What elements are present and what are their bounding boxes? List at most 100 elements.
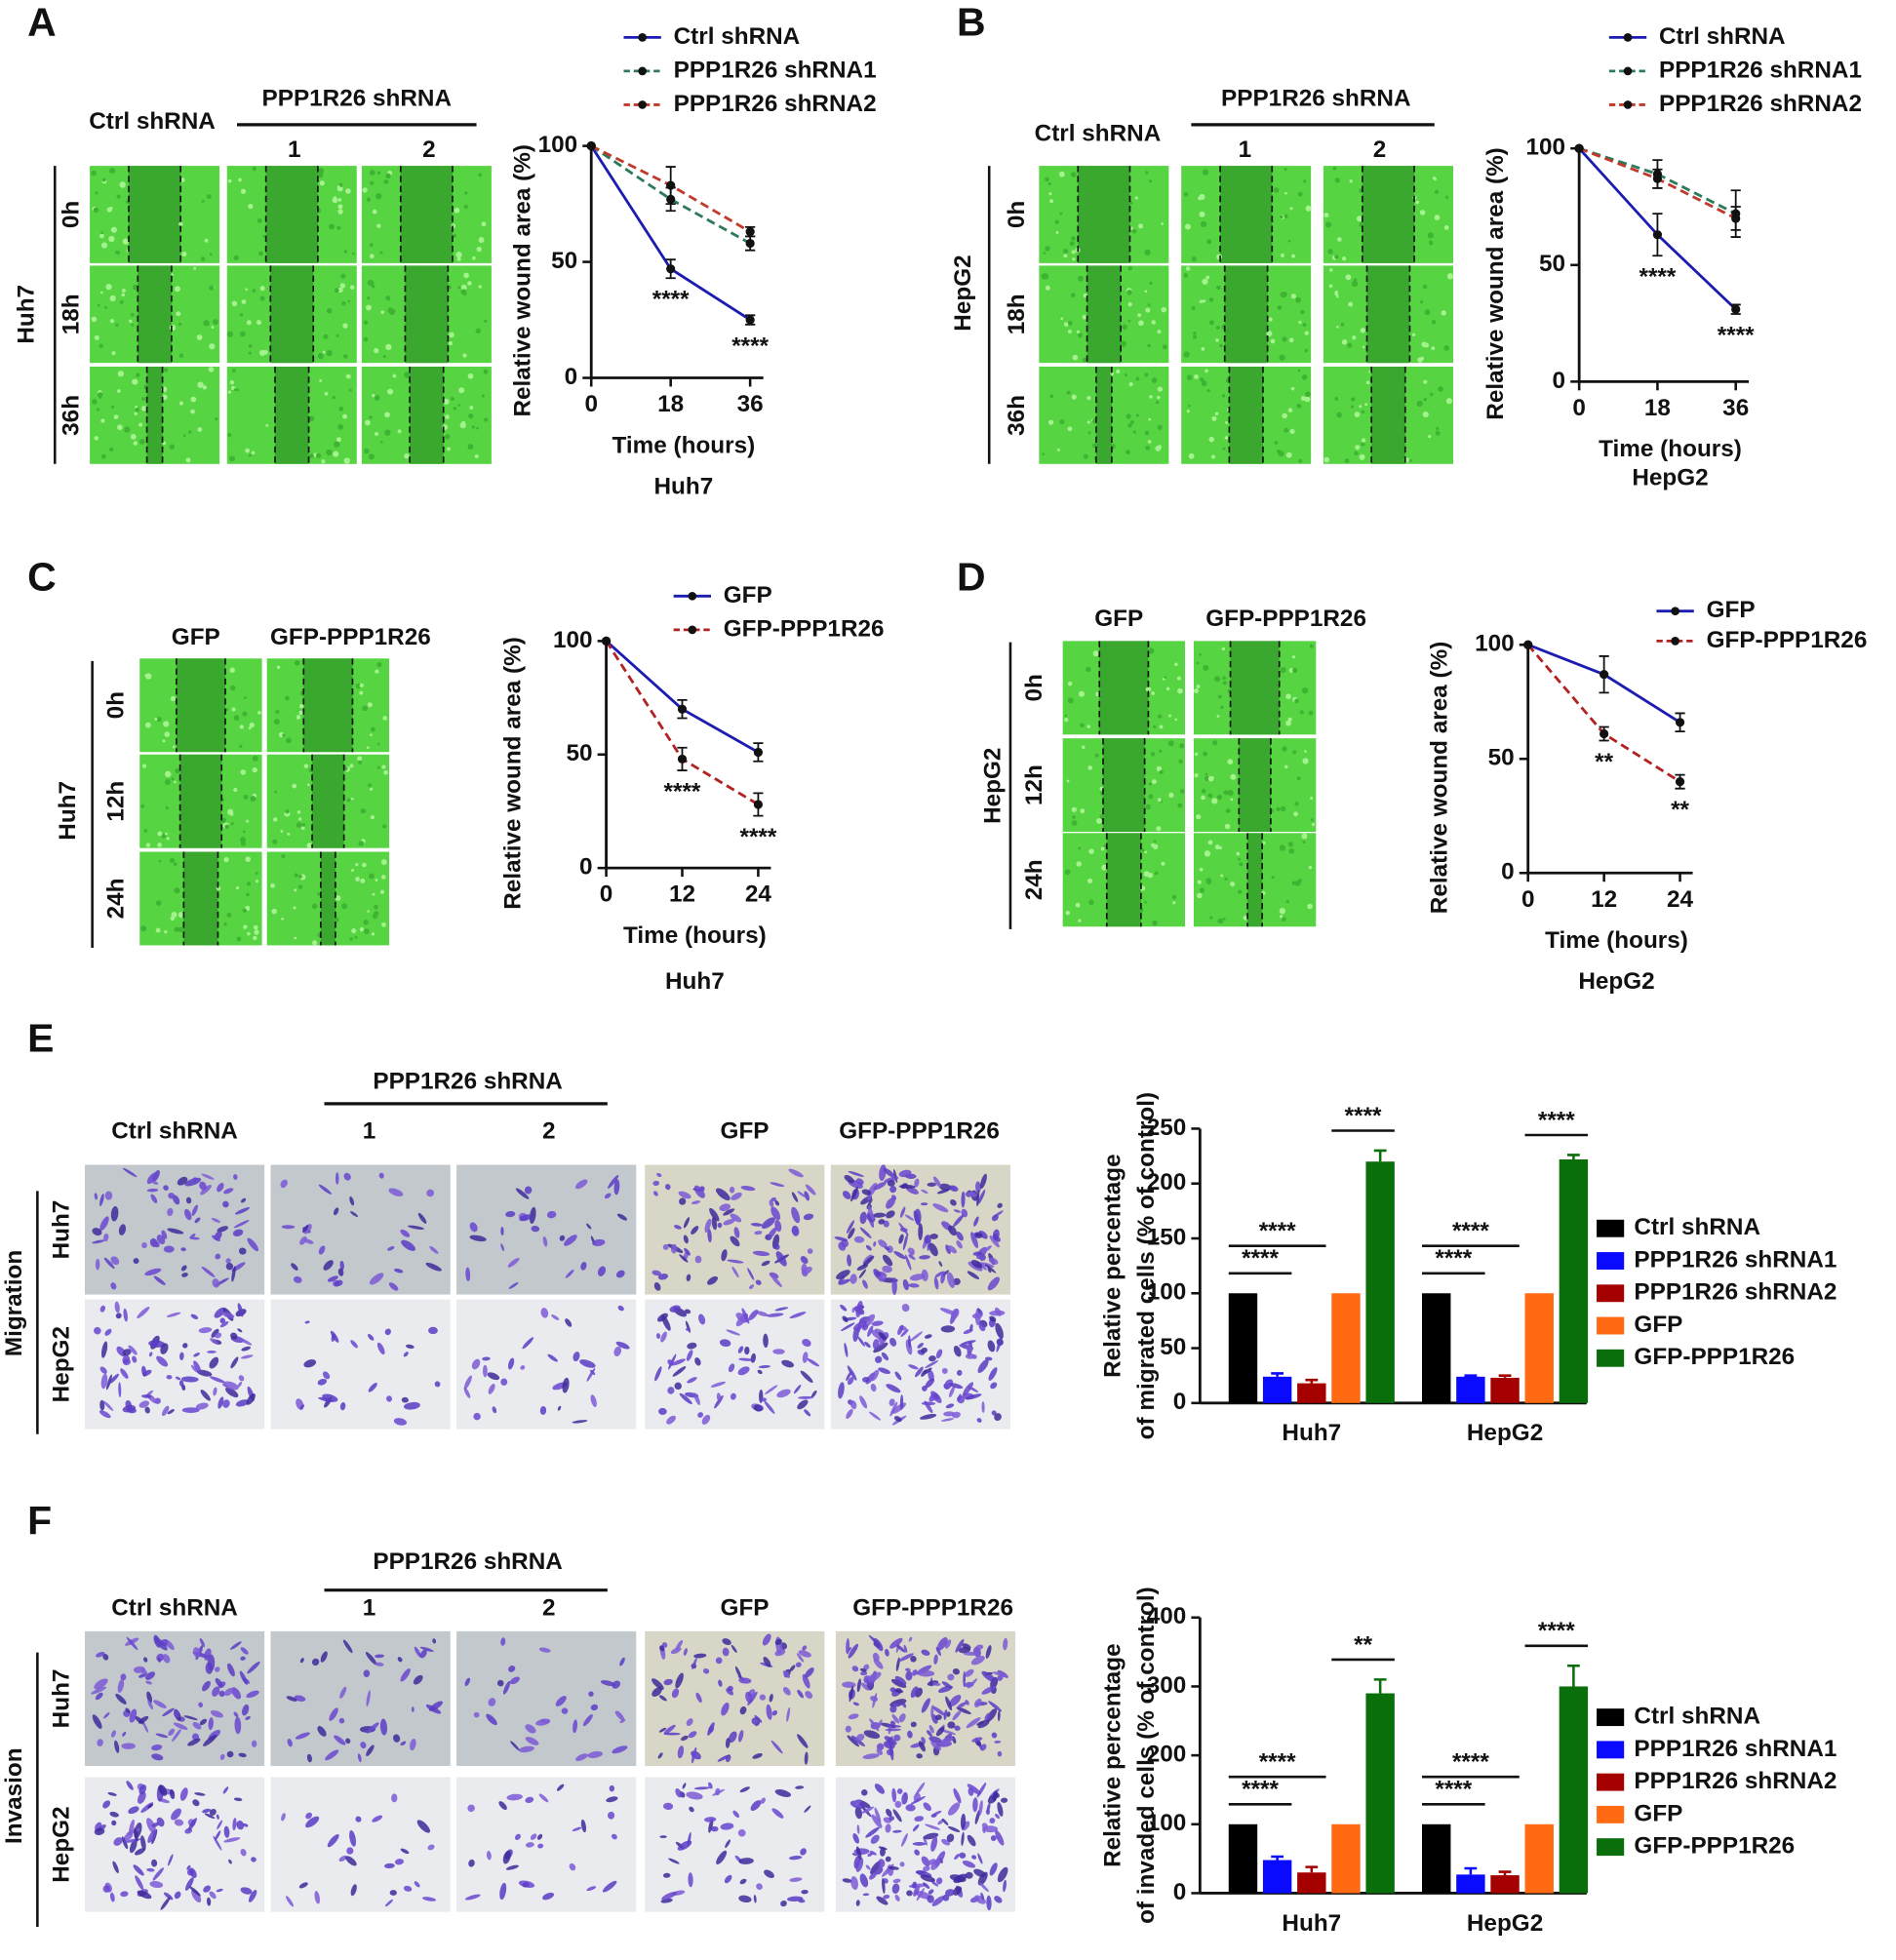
- cell: [889, 1816, 895, 1822]
- cell: [1359, 453, 1365, 460]
- cell: [678, 1191, 691, 1199]
- cell: [171, 777, 175, 781]
- cell: [971, 1855, 977, 1860]
- cell: [1324, 221, 1332, 228]
- cell: [189, 1886, 201, 1897]
- cell: [716, 1392, 722, 1401]
- cell: [471, 1358, 481, 1370]
- cell: [1217, 694, 1222, 699]
- cell: [285, 695, 290, 701]
- cell: [889, 1720, 896, 1726]
- cell: [1078, 690, 1086, 697]
- cell: [151, 1859, 158, 1867]
- cell: [907, 1730, 913, 1739]
- cell: [759, 1694, 767, 1701]
- cell: [311, 940, 318, 946]
- cell: [962, 1860, 976, 1868]
- cell: [140, 804, 145, 808]
- cell: [1282, 336, 1287, 342]
- side-label: Huh7: [14, 285, 40, 344]
- cell: [1145, 446, 1151, 451]
- cell: [1431, 346, 1436, 351]
- cell: [116, 424, 123, 431]
- cell: [231, 1687, 242, 1700]
- cell: [144, 722, 151, 728]
- cell: [178, 401, 183, 406]
- cell: [181, 251, 187, 257]
- wound-gap: [320, 851, 336, 946]
- cell: [317, 172, 324, 178]
- cell: [1199, 652, 1202, 656]
- cell: [769, 1199, 774, 1207]
- cell: [862, 1893, 870, 1897]
- cell: [708, 1782, 713, 1789]
- cell: [125, 1399, 133, 1410]
- cell: [248, 351, 252, 355]
- cell: [1359, 405, 1363, 409]
- cell: [384, 412, 390, 418]
- cell: [927, 1182, 936, 1187]
- cell: [156, 1235, 166, 1245]
- cell: [875, 1355, 883, 1363]
- x-tick-label: 0: [584, 391, 598, 417]
- cell: [597, 1266, 607, 1276]
- cell: [343, 250, 348, 254]
- x-tick-label: 12: [669, 882, 695, 908]
- cell: [859, 1395, 868, 1409]
- cell: [786, 1706, 791, 1722]
- column-header: GFP: [1094, 606, 1143, 632]
- cell: [1336, 294, 1339, 298]
- cell: [251, 1857, 257, 1862]
- cell: [425, 1262, 442, 1272]
- chart-subtitle: HepG2: [1632, 465, 1708, 491]
- cell: [1003, 1879, 1007, 1893]
- cell: [714, 1394, 724, 1409]
- cell: [1283, 667, 1286, 671]
- cell: [178, 912, 184, 919]
- panel-letter: A: [27, 0, 57, 44]
- cell: [671, 1688, 680, 1699]
- cell: [174, 1891, 181, 1900]
- cell: [209, 1891, 217, 1900]
- cell: [99, 291, 103, 294]
- cell: [901, 1702, 907, 1708]
- cell: [694, 1357, 701, 1366]
- cell: [912, 1842, 927, 1846]
- cell: [108, 235, 115, 243]
- cell: [1202, 299, 1205, 303]
- wound-gap: [1220, 166, 1273, 263]
- cell: [551, 1314, 560, 1320]
- cell: [1145, 686, 1152, 692]
- cell: [992, 1229, 1000, 1240]
- cell: [1409, 458, 1412, 462]
- legend-label: GFP: [724, 582, 772, 608]
- cell: [1100, 846, 1105, 851]
- cell: [925, 1823, 941, 1830]
- cell: [878, 1859, 886, 1868]
- cell: [1221, 647, 1226, 651]
- cell: [691, 1200, 701, 1205]
- cell: [169, 324, 177, 332]
- cell: [345, 1856, 357, 1866]
- cell: [239, 1670, 248, 1685]
- cell: [915, 1870, 927, 1874]
- cell: [125, 1707, 131, 1713]
- cell: [1273, 187, 1280, 193]
- cell: [180, 1247, 186, 1252]
- cell: [166, 837, 170, 841]
- error-bar: [1566, 1154, 1580, 1159]
- cell: [203, 320, 210, 327]
- cell: [217, 1183, 224, 1193]
- cell: [1436, 426, 1440, 431]
- cell: [952, 1886, 963, 1896]
- cell: [760, 1797, 766, 1804]
- cell: [658, 1407, 667, 1415]
- legend-label: GFP-PPP1R26: [1707, 627, 1868, 653]
- cell: [927, 1243, 930, 1251]
- y-tick-label: 50: [566, 740, 592, 766]
- cell: [319, 180, 325, 186]
- cell: [902, 1234, 908, 1251]
- cell: [927, 1730, 932, 1737]
- cell: [94, 1326, 101, 1335]
- cell: [686, 1718, 693, 1727]
